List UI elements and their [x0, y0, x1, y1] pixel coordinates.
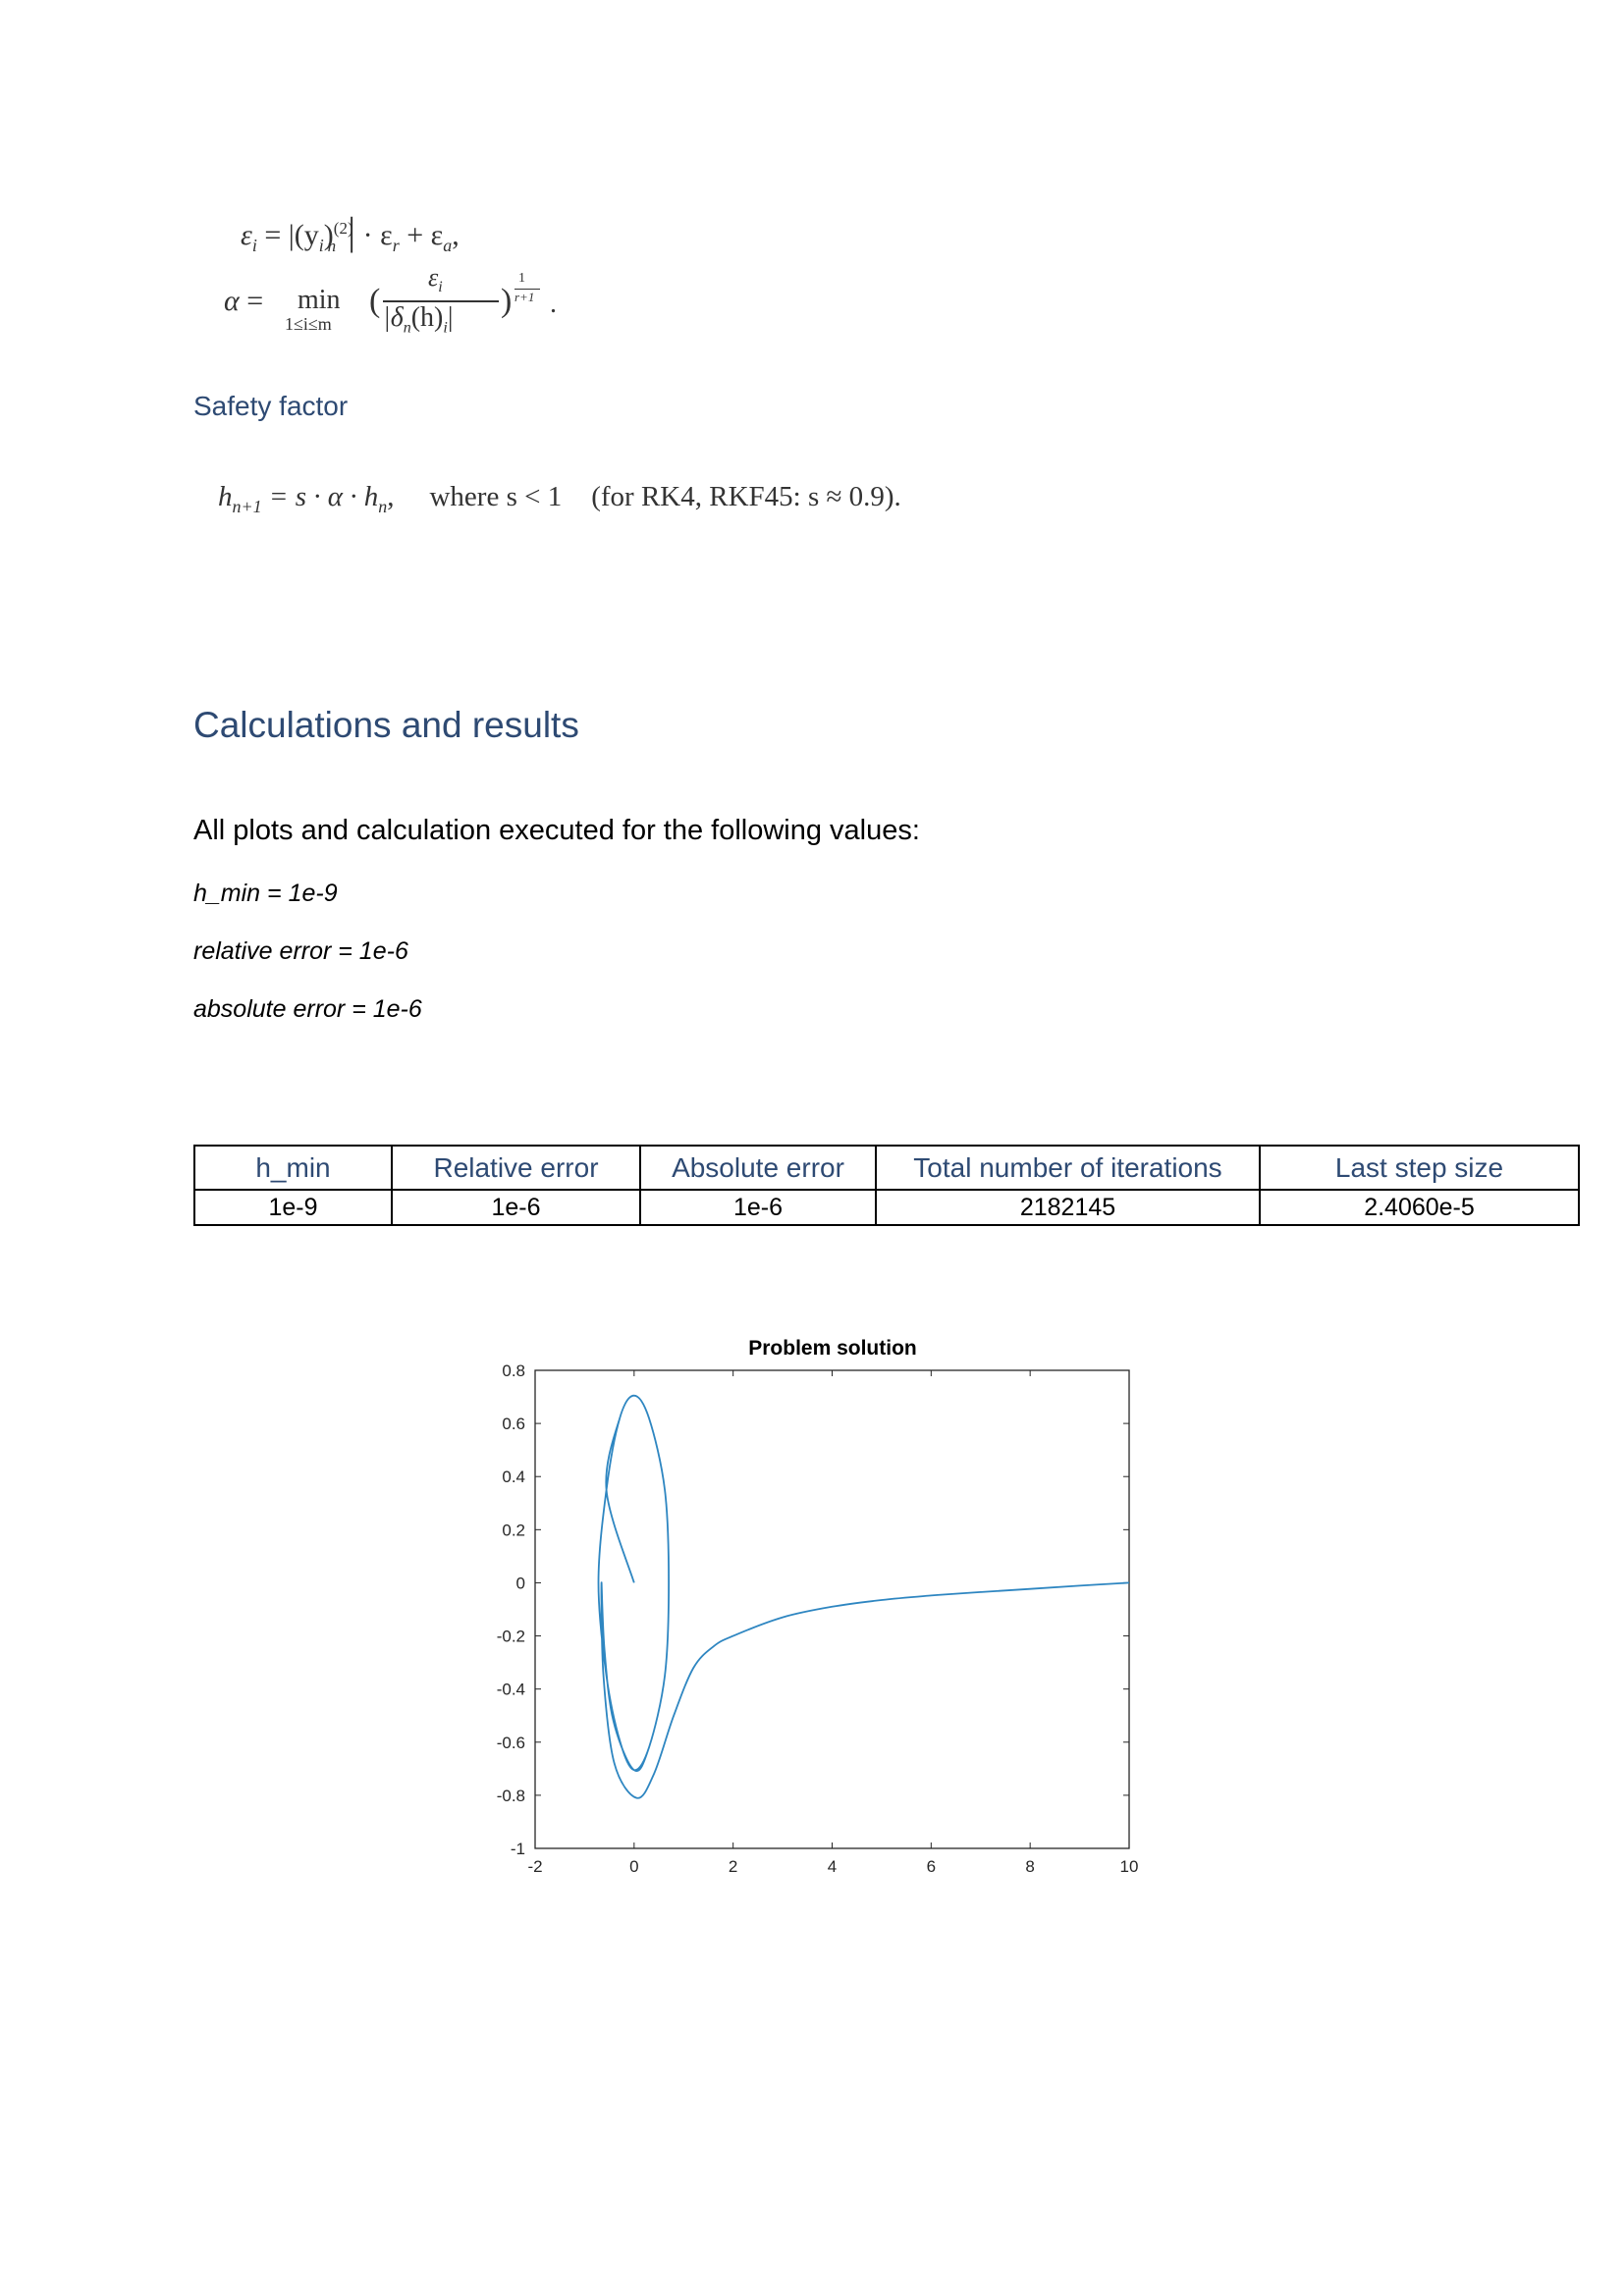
table-header-cell: Relative error	[391, 1145, 641, 1191]
table-header-cell: Last step size	[1259, 1145, 1580, 1191]
formula-subscript: i	[251, 236, 257, 255]
x-tick-label: 2	[729, 1857, 737, 1876]
table-cell: 1e-9	[193, 1189, 393, 1226]
x-tick-label: 8	[1025, 1857, 1034, 1876]
formula-note: (for RK4, RKF45: s ≈ 0.9).	[591, 481, 901, 512]
formula-bar: |	[447, 302, 454, 333]
formula-subscript: n	[378, 496, 388, 516]
x-tick-label: 0	[629, 1857, 638, 1876]
y-tick-label: 0.4	[502, 1468, 525, 1486]
y-tick-label: -0.6	[497, 1734, 525, 1752]
formula-exponent-bar	[514, 289, 540, 290]
formula-superscript: (2)	[333, 219, 353, 238]
formula-subscript: n+1	[232, 496, 262, 516]
y-tick-label: -1	[511, 1840, 525, 1858]
formula-numerator: ε	[428, 263, 439, 292]
x-tick-label: -2	[527, 1857, 542, 1876]
formula-equals: =	[239, 285, 264, 317]
formula-term: · ε	[355, 219, 393, 251]
param-absolute-error: absolute error = 1e-6	[193, 995, 422, 1023]
formula-equals: =	[256, 219, 289, 251]
problem-solution-chart: Problem solution -2 0 2 4 6 8 100.80.60.40.20-…	[497, 1337, 1139, 1876]
formula-subscript: i	[438, 279, 443, 296]
table-header-cell: Absolute error	[639, 1145, 877, 1191]
formula-denominator: |δ	[383, 302, 404, 333]
formula-term: + ε	[399, 219, 444, 251]
formula-punct: ,	[452, 219, 460, 251]
results-table: h_min Relative error Absolute error Tota…	[193, 1145, 1580, 1226]
param-h-min: h_min = 1e-9	[193, 880, 338, 907]
formula-condition: where s < 1	[429, 481, 563, 512]
formula-subscript: i	[443, 319, 448, 337]
heading-safety-factor: Safety factor	[193, 391, 349, 421]
table-header-cell: Total number of iterations	[875, 1145, 1261, 1191]
heading-calculations: Calculations and results	[193, 705, 579, 745]
formula-punct: ,	[387, 481, 395, 512]
formula-range: 1≤i≤m	[285, 314, 332, 334]
formula-abs-close: )	[323, 219, 334, 251]
formula-subscript: i	[318, 236, 324, 255]
y-tick-label: 0.2	[502, 1521, 525, 1539]
formula-symbol: α	[224, 285, 240, 317]
chart-plot-area: -2 0 2 4 6 8 10 0.8 0.6 0.4 0.2 0 -0.2 -0.4 -0.6 -0.8 -1	[497, 1362, 1139, 1876]
formula-paren-close: )	[501, 283, 513, 319]
formula-paren-open: (	[369, 283, 381, 319]
y-tick-label: -0.4	[497, 1681, 525, 1699]
y-tick-label: -0.8	[497, 1787, 525, 1805]
table-cell: 1e-6	[639, 1189, 877, 1226]
formula-exponent-numerator: 1	[518, 271, 525, 286]
formula-symbol: ε	[241, 219, 252, 251]
formula-min: min	[298, 285, 341, 315]
formula-subscript: r	[392, 236, 400, 255]
y-tick-label: 0.8	[502, 1362, 525, 1380]
formula-symbol: h	[218, 481, 233, 512]
y-tick-label: 0.6	[502, 1415, 525, 1433]
x-tick-label: 6	[927, 1857, 936, 1876]
formula-fraction-bar	[383, 300, 499, 302]
formula-alpha: α = min 1≤i≤m ( εi |δn(h)i| ) 1 r+1 .	[224, 263, 577, 342]
formula-subscript: n	[403, 319, 411, 337]
series-line	[597, 1394, 1130, 1799]
formula-step-size: hn+1 = s · α · hn, where s < 1 (for RK4, R…	[218, 481, 901, 517]
y-tick-label: -0.2	[497, 1628, 525, 1646]
intro-paragraph: All plots and calculation executed for t…	[193, 815, 920, 846]
formula-subscript: n	[327, 237, 337, 255]
table-cell: 2182145	[875, 1189, 1261, 1226]
x-tick-label: 10	[1120, 1857, 1139, 1876]
formula-epsilon: εi = |(yi)(2)n | · εr + εa,	[241, 208, 460, 256]
chart-frame	[534, 1369, 1130, 1849]
table-header-row: h_min Relative error Absolute error Tota…	[193, 1145, 1580, 1191]
param-relative-error: relative error = 1e-6	[193, 937, 408, 965]
formula-subscript: a	[443, 236, 453, 255]
y-tick-label: 0	[516, 1574, 525, 1592]
chart-title: Problem solution	[748, 1337, 917, 1360]
formula-abs-open: |(y	[288, 219, 319, 251]
table-row: 1e-9 1e-6 1e-6 2182145 2.4060e-5	[193, 1189, 1580, 1226]
formula-exponent-denominator: r+1	[514, 290, 535, 304]
formula-punct: .	[550, 289, 557, 319]
table-header-cell: h_min	[193, 1145, 393, 1191]
formula-bar: |	[348, 209, 356, 253]
formula-denominator-rest: (h)	[410, 302, 444, 333]
table-cell: 2.4060e-5	[1259, 1189, 1580, 1226]
table-cell: 1e-6	[391, 1189, 641, 1226]
x-tick-label: 4	[828, 1857, 837, 1876]
formula-body: = s · α · h	[261, 481, 379, 512]
